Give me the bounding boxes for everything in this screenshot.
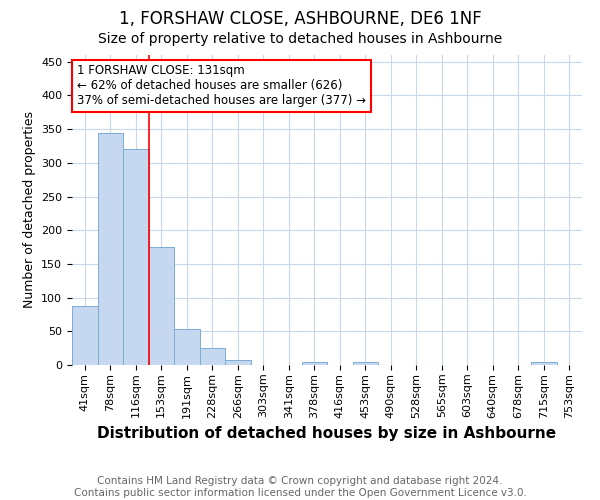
Y-axis label: Number of detached properties: Number of detached properties bbox=[23, 112, 35, 308]
Text: 1, FORSHAW CLOSE, ASHBOURNE, DE6 1NF: 1, FORSHAW CLOSE, ASHBOURNE, DE6 1NF bbox=[119, 10, 481, 28]
Bar bbox=[72, 306, 97, 365]
Bar bbox=[174, 330, 199, 365]
Bar bbox=[199, 348, 225, 365]
Bar bbox=[225, 360, 251, 365]
Text: Size of property relative to detached houses in Ashbourne: Size of property relative to detached ho… bbox=[98, 32, 502, 46]
X-axis label: Distribution of detached houses by size in Ashbourne: Distribution of detached houses by size … bbox=[97, 426, 557, 441]
Bar bbox=[353, 362, 378, 365]
Bar bbox=[531, 362, 557, 365]
Text: Contains HM Land Registry data © Crown copyright and database right 2024.
Contai: Contains HM Land Registry data © Crown c… bbox=[74, 476, 526, 498]
Bar bbox=[123, 150, 149, 365]
Bar bbox=[302, 362, 327, 365]
Bar bbox=[149, 247, 174, 365]
Bar bbox=[97, 132, 123, 365]
Text: 1 FORSHAW CLOSE: 131sqm
← 62% of detached houses are smaller (626)
37% of semi-d: 1 FORSHAW CLOSE: 131sqm ← 62% of detache… bbox=[77, 64, 366, 108]
